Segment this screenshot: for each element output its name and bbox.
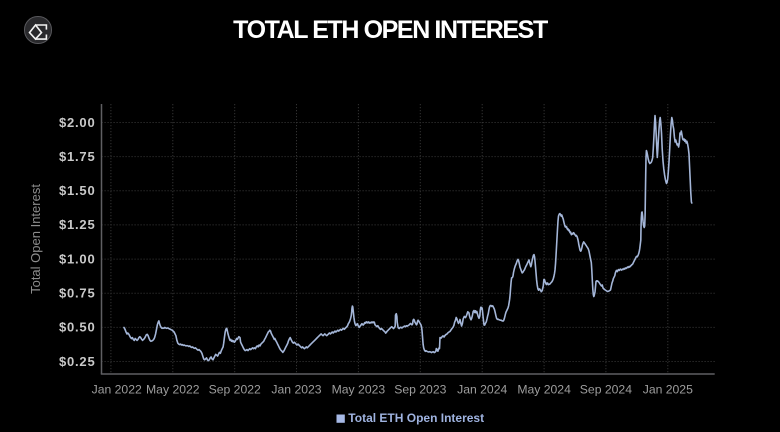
svg-text:May 2023: May 2023: [332, 383, 386, 397]
svg-text:Jan 2023: Jan 2023: [271, 383, 321, 397]
svg-text:Sep 2022: Sep 2022: [209, 383, 261, 397]
svg-text:Jan 2022: Jan 2022: [92, 383, 142, 397]
svg-text:Total ETH Open Interest: Total ETH Open Interest: [348, 411, 484, 425]
svg-text:Sep 2023: Sep 2023: [394, 383, 446, 397]
svg-text:$1.50: $1.50: [59, 183, 96, 198]
svg-text:$1.00: $1.00: [59, 251, 96, 266]
svg-text:May 2024: May 2024: [517, 383, 571, 397]
svg-text:$1.75: $1.75: [59, 149, 96, 164]
svg-text:Jan 2024: Jan 2024: [457, 383, 507, 397]
svg-text:$1.25: $1.25: [59, 217, 96, 232]
svg-text:Jan 2025: Jan 2025: [643, 383, 693, 397]
svg-text:May 2022: May 2022: [146, 383, 200, 397]
svg-text:$0.75: $0.75: [59, 286, 96, 301]
svg-text:$0.25: $0.25: [59, 354, 96, 369]
svg-text:$0.50: $0.50: [59, 320, 96, 335]
svg-text:$2.00: $2.00: [59, 115, 96, 130]
svg-text:Sep 2024: Sep 2024: [580, 383, 632, 397]
svg-text:Total Open Interest: Total Open Interest: [28, 184, 43, 294]
